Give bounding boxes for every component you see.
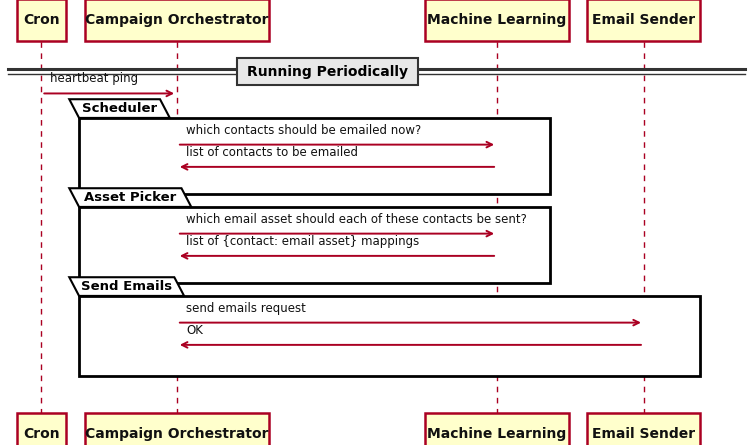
Text: Machine Learning: Machine Learning	[428, 427, 566, 441]
Text: Cron: Cron	[23, 427, 59, 441]
Text: Running Periodically: Running Periodically	[247, 65, 408, 79]
Text: list of contacts to be emailed: list of contacts to be emailed	[186, 146, 358, 159]
FancyBboxPatch shape	[85, 413, 269, 445]
Text: Machine Learning: Machine Learning	[428, 13, 566, 27]
Text: which email asset should each of these contacts be sent?: which email asset should each of these c…	[186, 213, 527, 226]
FancyBboxPatch shape	[587, 413, 700, 445]
FancyBboxPatch shape	[587, 0, 700, 41]
FancyBboxPatch shape	[425, 0, 569, 41]
FancyBboxPatch shape	[85, 0, 269, 41]
Text: OK: OK	[186, 324, 203, 337]
Text: send emails request: send emails request	[186, 302, 306, 315]
Polygon shape	[79, 207, 550, 283]
Polygon shape	[79, 118, 550, 194]
Text: Cron: Cron	[23, 13, 59, 27]
Text: list of {contact: email asset} mappings: list of {contact: email asset} mappings	[186, 235, 419, 248]
FancyBboxPatch shape	[17, 0, 66, 41]
Text: Scheduler: Scheduler	[82, 102, 157, 115]
Polygon shape	[79, 296, 700, 376]
Polygon shape	[69, 188, 191, 207]
Text: Campaign Orchestrator: Campaign Orchestrator	[85, 427, 269, 441]
Text: Send Emails: Send Emails	[81, 280, 172, 293]
Text: which contacts should be emailed now?: which contacts should be emailed now?	[186, 124, 421, 137]
FancyBboxPatch shape	[236, 58, 419, 85]
FancyBboxPatch shape	[425, 413, 569, 445]
Text: Email Sender: Email Sender	[593, 13, 695, 27]
Text: heartbeat ping: heartbeat ping	[50, 73, 139, 85]
Polygon shape	[69, 277, 184, 296]
Polygon shape	[69, 99, 169, 118]
Text: Email Sender: Email Sender	[593, 427, 695, 441]
FancyBboxPatch shape	[17, 413, 66, 445]
Text: Campaign Orchestrator: Campaign Orchestrator	[85, 13, 269, 27]
Text: Asset Picker: Asset Picker	[84, 191, 176, 204]
